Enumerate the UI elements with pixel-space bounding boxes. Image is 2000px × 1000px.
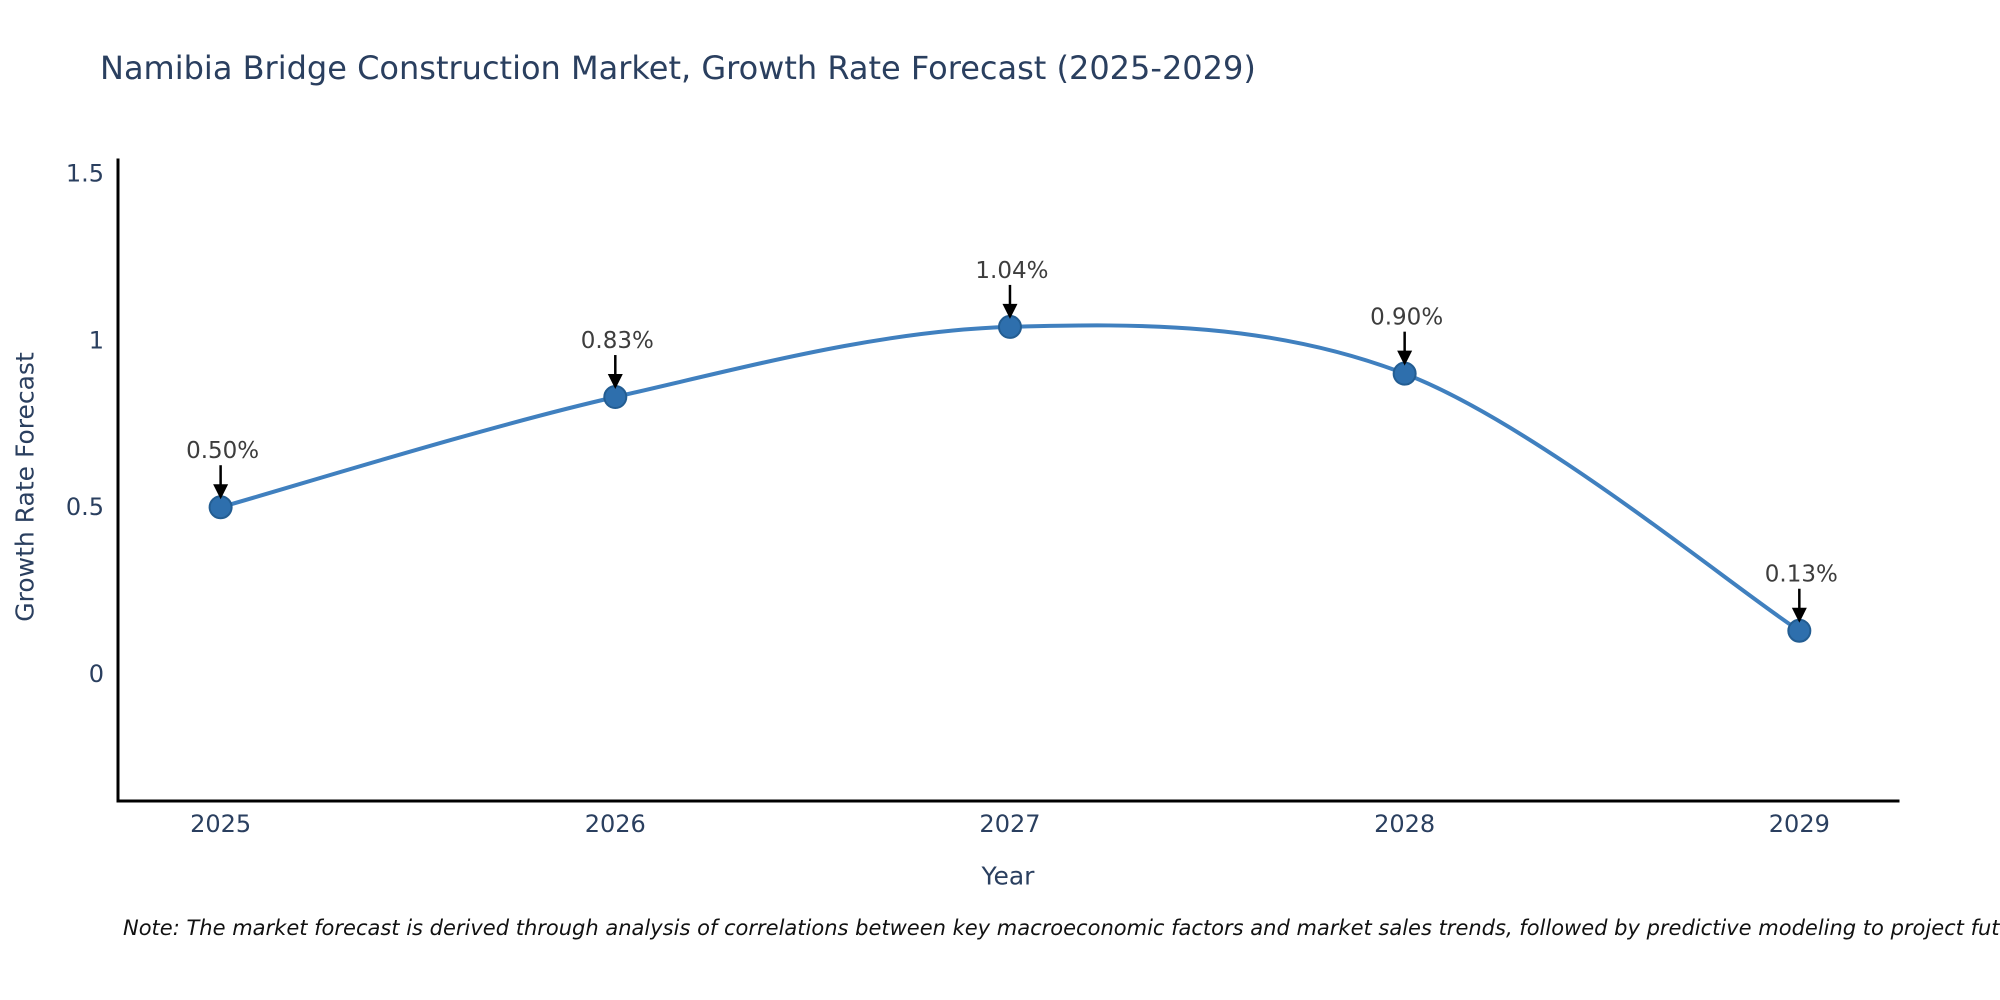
annotation-arrow-head — [607, 374, 623, 390]
data-point-marker[interactable] — [603, 385, 628, 410]
footnote-container: Note: The market forecast is derived thr… — [0, 916, 2000, 940]
annotation-label: 0.50% — [186, 438, 259, 464]
data-point-marker[interactable] — [1392, 361, 1417, 386]
annotation-arrow-head — [1002, 303, 1018, 319]
data-point-marker[interactable] — [997, 314, 1022, 339]
y-tick-label: 1.5 — [66, 159, 104, 187]
y-tick-label: 0.5 — [66, 493, 104, 521]
chart-title: Namibia Bridge Construction Market, Grow… — [100, 49, 1256, 87]
x-axis-title: Year — [981, 861, 1035, 891]
annotation-label: 0.90% — [1370, 305, 1443, 331]
x-tick-label: 2025 — [190, 810, 251, 838]
footnote-text: Note: The market forecast is derived thr… — [123, 916, 2000, 940]
data-point-marker[interactable] — [208, 495, 233, 520]
annotation-label: 0.13% — [1765, 562, 1838, 588]
annotation-arrow-head — [1397, 350, 1413, 366]
x-tick-label: 2026 — [585, 810, 646, 838]
y-tick-label: 0 — [89, 660, 104, 688]
x-tick-label: 2029 — [1769, 810, 1830, 838]
data-point-marker[interactable] — [1787, 618, 1812, 643]
annotation-arrow-head — [213, 484, 229, 500]
trend-line — [220, 323, 1801, 633]
x-tick-label: 2028 — [1374, 810, 1435, 838]
x-tick-label: 2027 — [979, 810, 1040, 838]
annotation-arrow-head — [1791, 607, 1807, 623]
y-tick-label: 1 — [89, 326, 104, 354]
annotation-label: 0.83% — [581, 328, 654, 354]
annotation-label: 1.04% — [975, 258, 1048, 284]
